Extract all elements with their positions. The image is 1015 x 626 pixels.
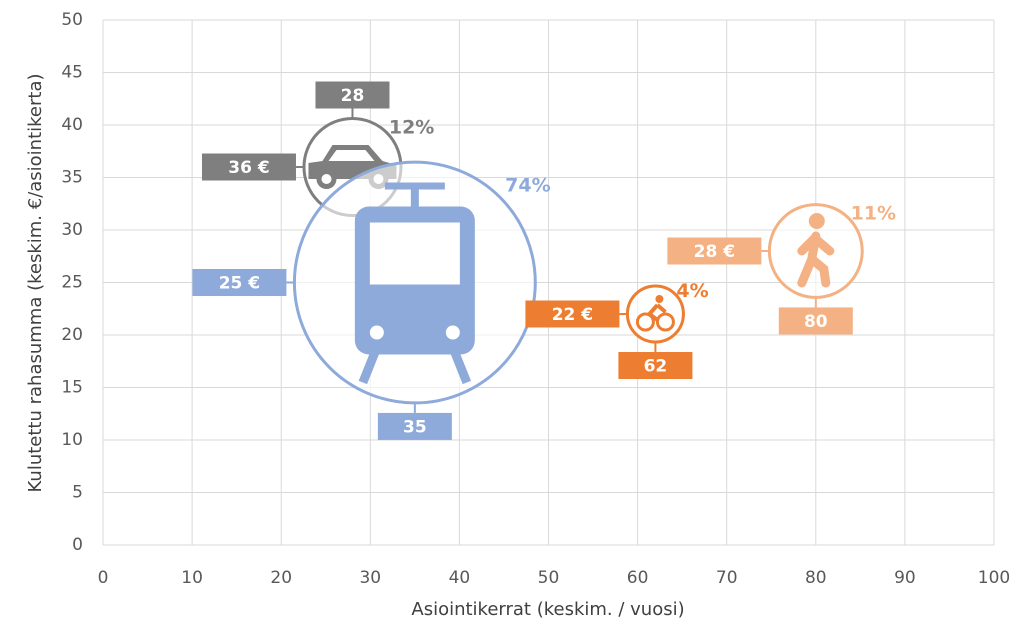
y-label-box [201,153,296,181]
bike-head [655,295,664,303]
x-value-label: 80 [804,312,828,332]
y-tick-label: 45 [61,63,83,83]
tram-window [369,222,460,285]
tram-legs [358,350,472,385]
car-window [328,150,375,161]
x-value-label: 35 [403,417,427,437]
size-label: 74% [505,175,550,197]
y-axis-title: Kulutettu rahasumma (keskim. €/asiointik… [25,73,46,492]
x-tick-label: 50 [538,568,560,588]
tram-pole [384,182,445,190]
y-value-label: 28 € [694,242,735,262]
y-tick-label: 10 [61,430,83,450]
x-tick-label: 70 [716,568,738,588]
x-label-box [618,352,693,379]
y-tick-label: 35 [61,168,83,188]
y-tick-label: 30 [61,220,83,240]
y-value-label: 36 € [228,158,269,178]
bike-wheel [655,312,675,332]
walker-head [808,213,825,229]
y-label-box [667,237,762,265]
y-tick-label: 20 [61,325,83,345]
x-tick-label: 40 [449,568,471,588]
y-value-label: 25 € [219,274,260,294]
y-label-box [525,300,620,328]
x-tick-label: 10 [181,568,203,588]
bubble-group: 62 22 € 4% [525,280,709,379]
y-value-label: 22 € [552,305,593,325]
y-tick-label: 15 [61,378,83,398]
x-value-label: 62 [644,357,668,377]
size-label: 4% [676,280,708,302]
x-tick-label: 100 [978,568,1010,588]
y-label-box [192,269,287,296]
bike-rider [646,303,667,322]
car-hub [321,174,332,184]
x-label-box [377,412,452,440]
bubble-group: 35 25 € 74% [192,160,551,440]
y-tick-label: 25 [61,273,83,293]
y-tick-label: 40 [61,115,83,135]
tram-stem [410,187,419,208]
tram-light [445,325,460,340]
bubble [625,284,685,344]
x-tick-label: 90 [894,568,916,588]
y-tick-label: 50 [61,10,83,30]
x-tick-label: 60 [627,568,649,588]
x-label-box [778,307,853,335]
y-tick-label: 5 [72,483,83,503]
bubble-group: 80 28 € 11% [667,202,896,335]
x-value-label: 28 [341,86,365,106]
tram-light [369,325,384,340]
walker-body [797,231,835,288]
x-label-box [315,81,390,109]
x-axis-title: Asiointikerrat (keskim. / vuosi) [411,599,684,620]
x-tick-label: 20 [270,568,292,588]
x-tick-label: 0 [98,568,109,588]
size-label: 12% [389,117,434,139]
size-label: 11% [851,202,896,224]
y-tick-label: 0 [72,535,83,555]
x-tick-label: 30 [359,568,381,588]
bike-wheel [635,312,655,332]
x-tick-label: 80 [805,568,827,588]
